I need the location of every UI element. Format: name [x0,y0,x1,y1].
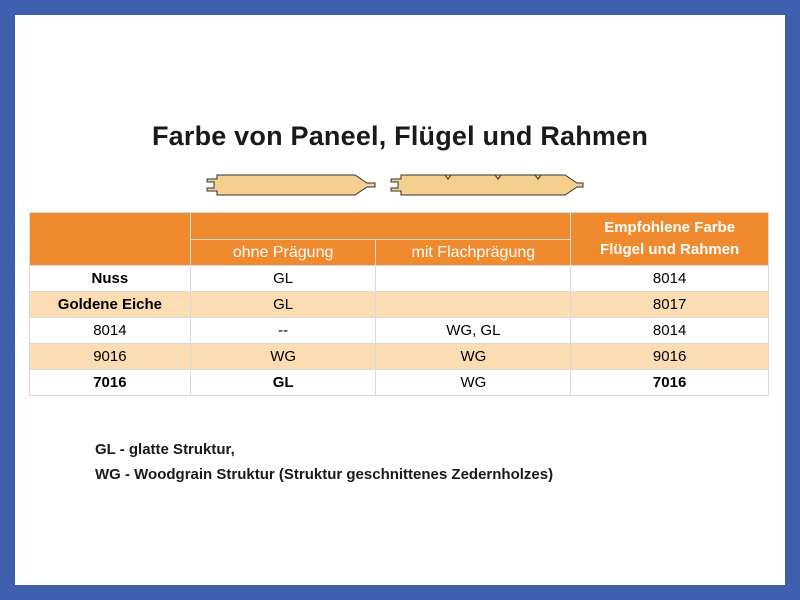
row-mit: WG [375,343,572,370]
page-title: Farbe von Paneel, Flügel und Rahmen [151,121,649,151]
row-ohne: -- [189,317,377,344]
header-recommended-line2: Flügel und Rahmen [600,241,740,258]
row-ohne: GL [189,291,377,318]
panel-profile-left [206,174,376,196]
table-row: 9016 WG WG 9016 [29,343,769,370]
row-name: 9016 [29,343,191,370]
row-empf: 9016 [570,343,769,370]
header-recommended-line1: Empfohlene Farbe [604,219,736,236]
row-name: Goldene Eiche [29,291,191,318]
row-ohne: WG [189,343,377,370]
row-mit [375,265,572,292]
row-empf: 7016 [570,369,769,396]
table-row: 7016 GL WG 7016 [29,369,769,396]
legend-gl: GL - glatte Struktur, [95,441,235,458]
panel-profile-illustration [206,174,584,196]
row-name: Nuss [29,265,191,292]
row-ohne: GL [189,265,377,292]
panel-profile-right [390,174,584,196]
row-ohne: GL [189,369,377,396]
legend-wg: WG - Woodgrain Struktur (Struktur geschn… [95,466,554,483]
legend: GL - glatte Struktur, WG - Woodgrain Str… [95,437,553,487]
row-mit: WG [375,369,572,396]
slide: Farbe von Paneel, Flügel und Rahmen Empf… [15,15,785,585]
header-mit-flachpraegung: mit Flachprägung [375,239,572,266]
table-row: Nuss GL 8014 [29,265,769,292]
row-mit [375,291,572,318]
table-header-row-top: Empfohlene Farbe Flügel und Rahmen [29,212,769,266]
row-empf: 8017 [570,291,769,318]
row-name: 7016 [29,369,191,396]
header-recommended-color: Empfohlene Farbe Flügel und Rahmen [570,212,769,266]
color-table: Empfohlene Farbe Flügel und Rahmen ohne … [29,212,769,396]
table-row: 8014 -- WG, GL 8014 [29,317,769,344]
row-empf: 8014 [570,317,769,344]
row-mit: WG, GL [375,317,572,344]
row-name: 8014 [29,317,191,344]
header-blank-cell [29,212,191,266]
table-row: Goldene Eiche GL 8017 [29,291,769,318]
header-ohne-praegung: ohne Prägung [189,239,377,266]
row-empf: 8014 [570,265,769,292]
header-embossing-group [189,212,572,240]
